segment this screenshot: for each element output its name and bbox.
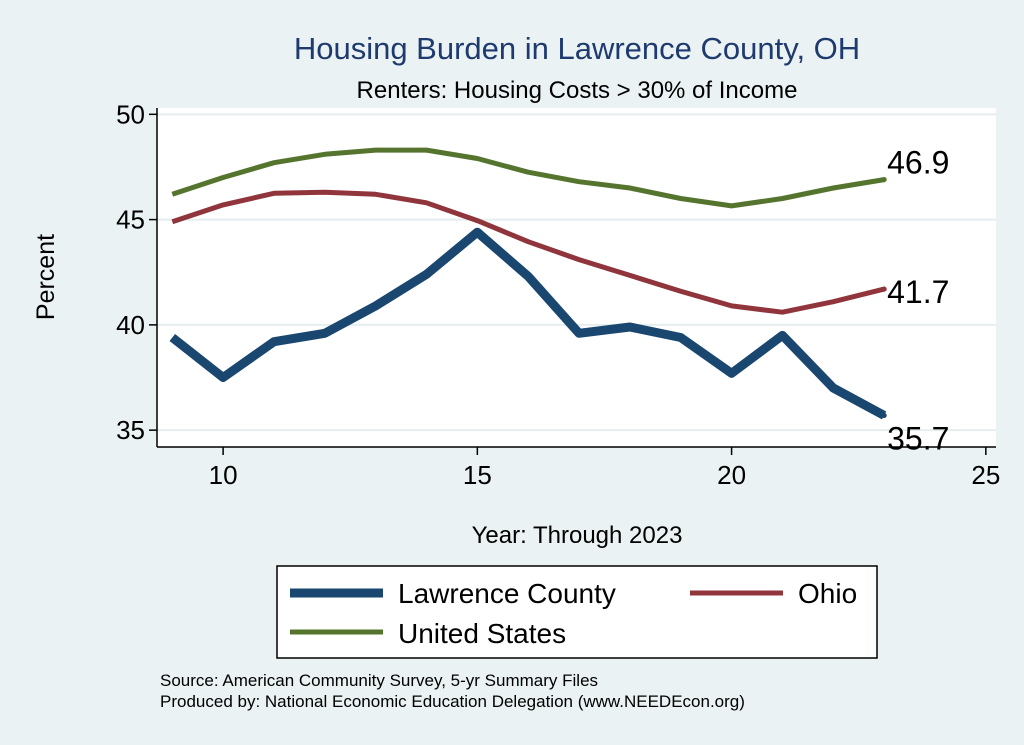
- data-point-ohio: [881, 286, 887, 292]
- producer-note: Produced by: National Economic Education…: [160, 692, 745, 711]
- series-layer: [169, 147, 887, 420]
- x-tick-label: 15: [463, 460, 492, 490]
- end-label-ohio: 41.7: [887, 274, 949, 310]
- end-label-lawrence-county: 35.7: [887, 420, 949, 456]
- plot-area: [157, 108, 996, 447]
- legend-label-united-states: United States: [398, 618, 566, 649]
- y-axis-ticks: 35 40 45 50: [116, 99, 157, 445]
- chart-subtitle: Renters: Housing Costs > 30% of Income: [357, 77, 798, 104]
- end-label-united-states: 46.9: [887, 145, 949, 181]
- x-axis-ticks: 10 15 20 25: [209, 447, 1000, 490]
- y-tick-label: 35: [116, 415, 145, 445]
- y-tick-label: 45: [116, 205, 145, 235]
- y-tick-label: 50: [116, 99, 145, 129]
- legend-label-lawrence-county: Lawrence County: [398, 578, 616, 609]
- legend-label-ohio: Ohio: [798, 578, 857, 609]
- x-tick-label: 20: [717, 460, 746, 490]
- series-line-united-states: [171, 147, 885, 209]
- data-point-united-states: [881, 176, 887, 183]
- data-point-lawrence-county: [881, 412, 887, 419]
- chart-title: Housing Burden in Lawrence County, OH: [294, 31, 860, 66]
- end-labels: 46.9 41.7 35.7: [887, 145, 949, 457]
- x-tick-label: 10: [209, 460, 238, 490]
- legend: Lawrence County Ohio United States: [276, 565, 878, 659]
- x-axis-label: Year: Through 2023: [472, 522, 683, 549]
- source-note: Source: American Community Survey, 5-yr …: [160, 671, 598, 690]
- gridlines: [157, 113, 996, 432]
- y-axis-label: Percent: [32, 234, 60, 320]
- series-line-ohio: [171, 189, 885, 315]
- series-line-lawrence-county: [169, 227, 887, 420]
- x-tick-label: 25: [971, 460, 1000, 490]
- y-tick-label: 40: [116, 310, 145, 340]
- legend-box: [276, 565, 878, 659]
